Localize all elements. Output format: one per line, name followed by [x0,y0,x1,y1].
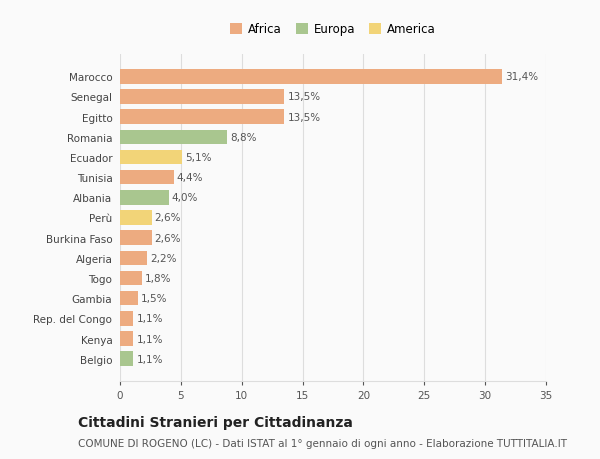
Text: 4,4%: 4,4% [176,173,203,183]
Text: 2,6%: 2,6% [155,233,181,243]
Text: 8,8%: 8,8% [230,133,257,142]
Text: COMUNE DI ROGENO (LC) - Dati ISTAT al 1° gennaio di ogni anno - Elaborazione TUT: COMUNE DI ROGENO (LC) - Dati ISTAT al 1°… [78,438,567,448]
Text: 2,2%: 2,2% [150,253,176,263]
Bar [120,130,227,145]
Bar [120,291,138,306]
Bar [120,271,142,285]
Text: 1,1%: 1,1% [136,354,163,364]
Text: 4,0%: 4,0% [172,193,198,203]
Bar [120,231,152,246]
Bar [120,190,169,205]
Text: 1,8%: 1,8% [145,274,172,283]
Bar [120,352,133,366]
Text: 13,5%: 13,5% [287,92,320,102]
Text: 1,5%: 1,5% [142,294,168,303]
Bar [120,211,152,225]
Text: 5,1%: 5,1% [185,153,212,162]
Bar [120,331,133,346]
Bar [120,70,502,84]
Bar [120,151,182,165]
Text: 2,6%: 2,6% [155,213,181,223]
Text: Cittadini Stranieri per Cittadinanza: Cittadini Stranieri per Cittadinanza [78,415,353,429]
Legend: Africa, Europa, America: Africa, Europa, America [226,19,440,41]
Bar [120,171,173,185]
Text: 1,1%: 1,1% [136,334,163,344]
Bar [120,90,284,105]
Text: 31,4%: 31,4% [505,72,538,82]
Text: 1,1%: 1,1% [136,313,163,324]
Bar [120,251,147,265]
Bar [120,311,133,326]
Text: 13,5%: 13,5% [287,112,320,123]
Bar [120,110,284,125]
